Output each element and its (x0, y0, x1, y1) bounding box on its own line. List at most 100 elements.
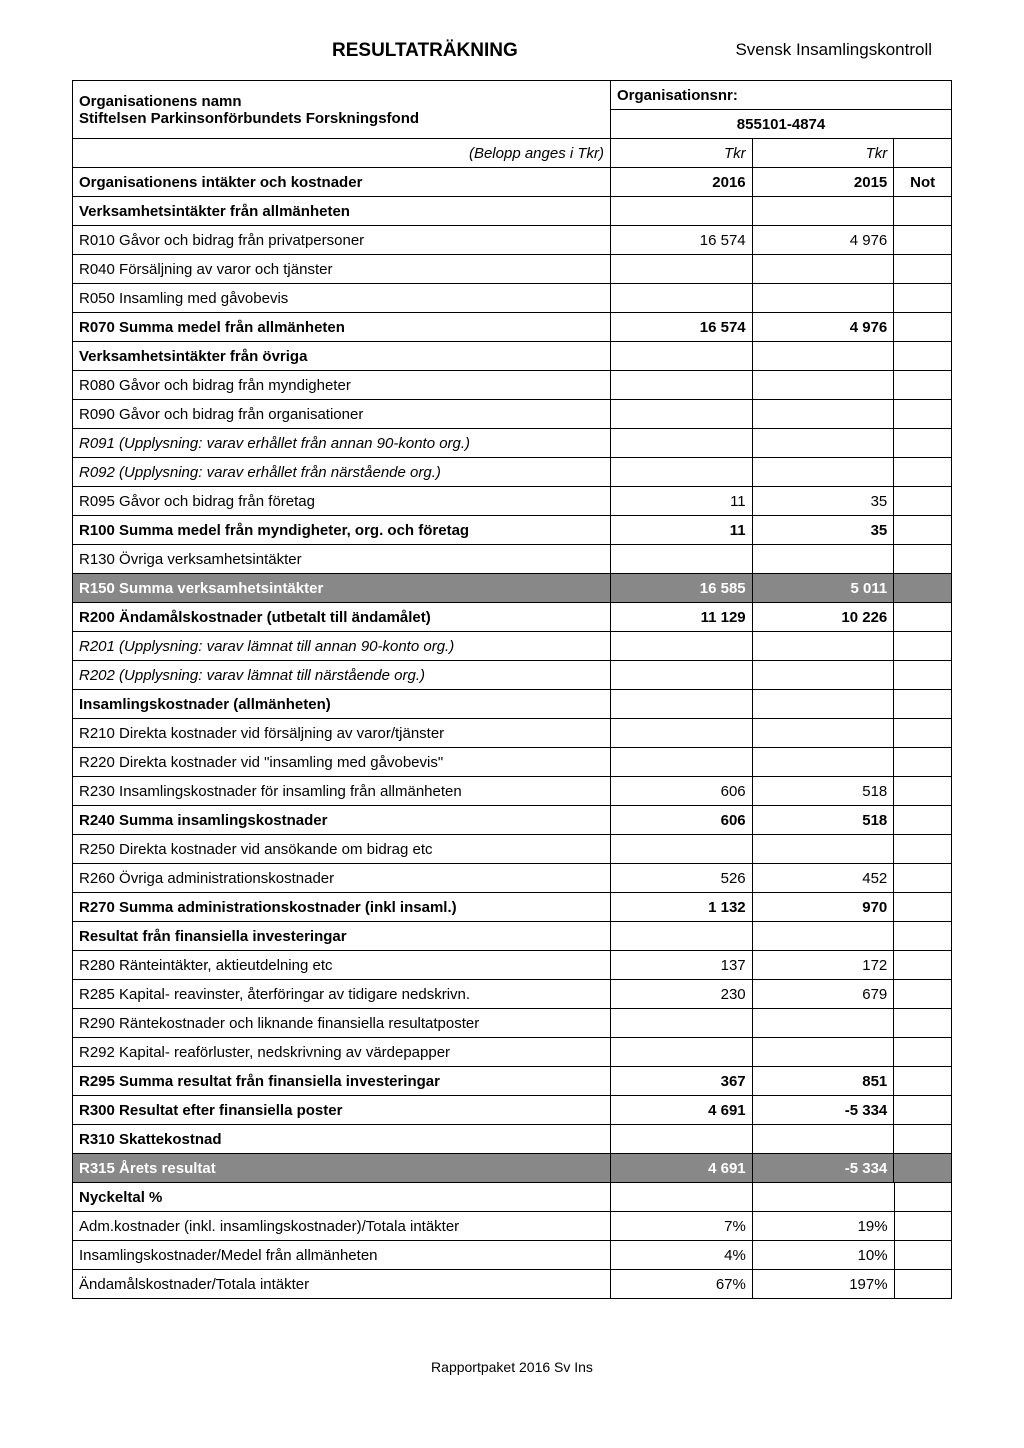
row-v1: 16 574 (611, 226, 753, 255)
row-not (894, 922, 952, 951)
row-v2 (752, 661, 894, 690)
table-row: Verksamhetsintäkter från allmänheten (73, 197, 952, 226)
row-desc: R150 Summa verksamhetsintäkter (73, 574, 611, 603)
row-v2: 10% (752, 1241, 894, 1270)
row-v1: 1 132 (611, 893, 753, 922)
row-desc: R292 Kapital- reaförluster, nedskrivning… (73, 1038, 611, 1067)
row-not (894, 255, 952, 284)
org-name: Stiftelsen Parkinsonförbundets Forskning… (79, 110, 419, 127)
table-row: R310 Skattekostnad (73, 1125, 952, 1154)
table-row: R260 Övriga administrationskostnader5264… (73, 864, 952, 893)
row-v1 (611, 429, 753, 458)
row-v2: 4 976 (752, 313, 894, 342)
row-desc: R080 Gåvor och bidrag från myndigheter (73, 371, 611, 400)
row-v2: 197% (752, 1270, 894, 1299)
row-desc: Resultat från finansiella investeringar (73, 922, 611, 951)
row-v2 (752, 255, 894, 284)
row-not (894, 777, 952, 806)
row-v2: -5 334 (752, 1154, 894, 1183)
row-desc: R130 Övriga verksamhetsintäkter (73, 545, 611, 574)
row-desc: R040 Försäljning av varor och tjänster (73, 255, 611, 284)
row-v2: 35 (752, 516, 894, 545)
row-desc: R260 Övriga administrationskostnader (73, 864, 611, 893)
row-v2: 970 (752, 893, 894, 922)
row-desc: R295 Summa resultat från finansiella inv… (73, 1067, 611, 1096)
row-v2 (752, 1125, 894, 1154)
row-not (894, 1038, 952, 1067)
row-v1 (611, 661, 753, 690)
row-not (894, 1270, 951, 1299)
row-v1 (611, 719, 753, 748)
table-row: R202 (Upplysning: varav lämnat till närs… (73, 661, 952, 690)
row-v2: 5 011 (752, 574, 894, 603)
row-v2 (752, 545, 894, 574)
row-not (894, 1241, 951, 1270)
row-v2 (752, 284, 894, 313)
table-row: Insamlingskostnader/Medel från allmänhet… (73, 1241, 952, 1270)
row-v1 (611, 197, 753, 226)
row-v1: 4 691 (611, 1096, 753, 1125)
row-v2: 452 (752, 864, 894, 893)
row-desc: R220 Direkta kostnader vid "insamling me… (73, 748, 611, 777)
row-v1 (611, 545, 753, 574)
row-v2: 518 (752, 777, 894, 806)
row-v1: 230 (611, 980, 753, 1009)
table-row: R150 Summa verksamhetsintäkter16 5855 01… (73, 574, 952, 603)
row-desc: R280 Ränteintäkter, aktieutdelning etc (73, 951, 611, 980)
row-v2: 518 (752, 806, 894, 835)
table-row: R270 Summa administrationskostnader (ink… (73, 893, 952, 922)
table-row: R250 Direkta kostnader vid ansökande om … (73, 835, 952, 864)
org-name-block: Organisationens namn Stiftelsen Parkinso… (73, 81, 611, 139)
row-not (894, 864, 952, 893)
table-row: R280 Ränteintäkter, aktieutdelning etc13… (73, 951, 952, 980)
row-v2 (752, 371, 894, 400)
row-v2: 851 (752, 1067, 894, 1096)
table-row: Insamlingskostnader (allmänheten) (73, 690, 952, 719)
row-desc: R090 Gåvor och bidrag från organisatione… (73, 400, 611, 429)
row-v1: 526 (611, 864, 753, 893)
row-desc: Insamlingskostnader/Medel från allmänhet… (73, 1241, 611, 1270)
row-desc: R091 (Upplysning: varav erhållet från an… (73, 429, 611, 458)
belopp-c2: Tkr (752, 139, 894, 168)
row-v1: 11 (611, 487, 753, 516)
org-name-label: Organisationens namn (79, 93, 242, 110)
table-row: R295 Summa resultat från finansiella inv… (73, 1067, 952, 1096)
table-row: R240 Summa insamlingskostnader606518 (73, 806, 952, 835)
row-not (894, 719, 952, 748)
row-v1 (611, 748, 753, 777)
row-desc: Insamlingskostnader (allmänheten) (73, 690, 611, 719)
belopp-c1: Tkr (611, 139, 753, 168)
row-not (894, 690, 952, 719)
table-row: R100 Summa medel från myndigheter, org. … (73, 516, 952, 545)
row-v2: 35 (752, 487, 894, 516)
table-row: Verksamhetsintäkter från övriga (73, 342, 952, 371)
col-y2-header: 2015 (752, 168, 894, 197)
row-desc: R092 (Upplysning: varav erhållet från nä… (73, 458, 611, 487)
row-desc: R270 Summa administrationskostnader (ink… (73, 893, 611, 922)
row-v1 (611, 632, 753, 661)
row-v1 (611, 922, 753, 951)
row-v2: -5 334 (752, 1096, 894, 1125)
main-table: Organisationens namn Stiftelsen Parkinso… (72, 80, 952, 1183)
row-not (894, 313, 952, 342)
row-desc: R315 Årets resultat (73, 1154, 611, 1183)
table-row: R201 (Upplysning: varav lämnat till anna… (73, 632, 952, 661)
row-not (894, 603, 952, 632)
row-v1: 11 129 (611, 603, 753, 632)
table-row: R300 Resultat efter finansiella poster4 … (73, 1096, 952, 1125)
row-desc: Adm.kostnader (inkl. insamlingskostnader… (73, 1212, 611, 1241)
row-not (894, 458, 952, 487)
row-not (894, 980, 952, 1009)
row-v1 (611, 400, 753, 429)
row-not (894, 632, 952, 661)
row-v2: 172 (752, 951, 894, 980)
row-not (894, 516, 952, 545)
page-title: RESULTATRÄKNING (72, 40, 518, 62)
row-v2 (752, 632, 894, 661)
table-row: R210 Direkta kostnader vid försäljning a… (73, 719, 952, 748)
row-desc: R210 Direkta kostnader vid försäljning a… (73, 719, 611, 748)
row-not (894, 748, 952, 777)
row-v2 (752, 690, 894, 719)
row-v2 (752, 922, 894, 951)
row-desc: Verksamhetsintäkter från allmänheten (73, 197, 611, 226)
